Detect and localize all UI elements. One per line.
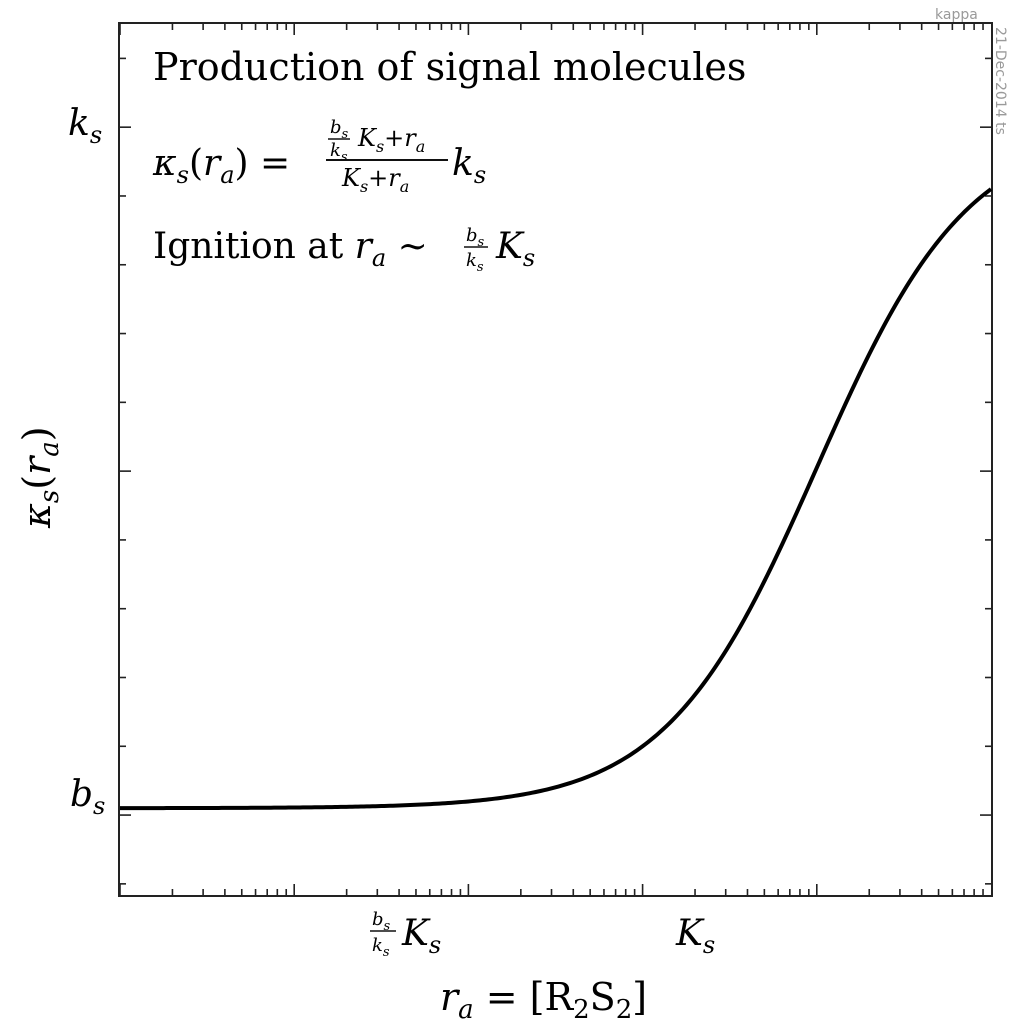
svg-text:Ks: Ks: [495, 226, 535, 272]
svg-text:κs(ra) =: κs(ra) =: [152, 143, 290, 189]
y-axis-label: κs(ra): [15, 426, 65, 529]
svg-text:Ks+ra: Ks+ra: [341, 164, 409, 196]
formula-annotation: κs(ra) = bs ks Ks+ra Ks+ra ks: [152, 117, 486, 196]
svg-text:Ks: Ks: [401, 913, 441, 959]
svg-text:ks: ks: [330, 140, 348, 165]
stamp-top: kappa: [935, 7, 978, 23]
svg-text:ks: ks: [372, 935, 390, 960]
kappa-curve: [120, 187, 993, 811]
x-axis-label: ra = [R2S2]: [440, 975, 647, 1025]
x-tick-label-ignition: bs ks Ks: [370, 909, 441, 960]
plot-frame: [118, 22, 993, 897]
ignition-annotation: Ignition at ra ∼ bs ks Ks: [153, 225, 535, 275]
axis-ticks: [119, 24, 991, 895]
svg-text:ks: ks: [452, 143, 486, 189]
svg-text:Ignition at ra ∼: Ignition at ra ∼: [153, 226, 428, 272]
x-tick-label-Ks: Ks: [675, 913, 715, 959]
chart-title: Production of signal molecules: [153, 45, 746, 89]
y-tick-label-ks: ks: [68, 103, 102, 149]
y-tick-label-bs: bs: [70, 774, 105, 820]
svg-text:Ks+ra: Ks+ra: [357, 124, 425, 156]
svg-text:ks: ks: [466, 250, 484, 275]
stamp-side: 21-Dec-2014 ts: [992, 27, 1008, 135]
